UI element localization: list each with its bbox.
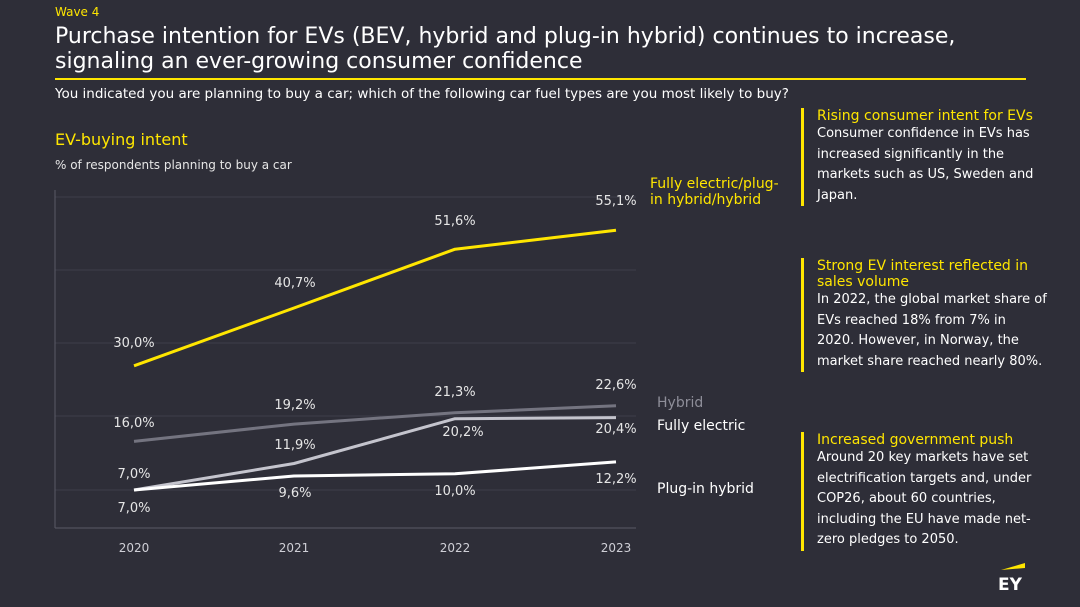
data-label-total-ev: 51,6% xyxy=(434,214,475,229)
x-tick-label: 2022 xyxy=(440,541,471,555)
data-label-plug-in-hybrid: 9,6% xyxy=(278,486,311,501)
data-label-plug-in-hybrid: 10,0% xyxy=(434,484,475,499)
series-line-plug-in-hybrid xyxy=(133,460,617,492)
x-tick-label: 2023 xyxy=(601,541,632,555)
insight-panel-title: Increased government push xyxy=(817,432,1014,448)
insight-panel-text: Around 20 key markets have set electrifi… xyxy=(817,450,1032,547)
ey-logo-text: EY xyxy=(998,575,1023,593)
data-label-fully-electric: 20,4% xyxy=(595,422,636,437)
wave-label: Wave 4 xyxy=(55,5,100,19)
data-label-total-ev: 30,0% xyxy=(113,336,154,351)
ey-logo: EY xyxy=(998,563,1025,593)
ev-intent-line-chart: 30,0% 40,7% 51,6% 55,1% 16,0% 19,2% 21,3% 22,6%… xyxy=(54,176,779,555)
survey-question: You indicated you are planning to buy a … xyxy=(55,86,789,102)
chart-title: EV-buying intent xyxy=(55,130,188,149)
data-label-total-ev: 55,1% xyxy=(595,194,636,209)
insight-panel-title: Strong EV interest reflected in sales vo… xyxy=(817,258,1029,290)
data-label-fully-electric: 11,9% xyxy=(274,438,315,453)
series-line-hybrid xyxy=(133,404,617,443)
series-line-total-ev xyxy=(133,228,617,368)
x-tick-label: 2021 xyxy=(279,541,310,555)
title-divider xyxy=(55,78,1026,80)
data-label-total-ev: 40,7% xyxy=(274,276,315,291)
data-label-hybrid: 19,2% xyxy=(274,398,315,413)
data-label-hybrid: 22,6% xyxy=(595,378,636,393)
data-label-fully-electric: 7,0% xyxy=(117,467,150,482)
series-line-fully-electric xyxy=(133,416,617,492)
insight-panel-consumer-intent: Rising consumer intent for EVs Consumer … xyxy=(801,108,1047,206)
insight-panel-sales-volume: Strong EV interest reflected in sales vo… xyxy=(801,258,1047,372)
ey-logo-beam xyxy=(1001,563,1025,570)
series-label-total-ev: Fully electric/plug-in hybrid/hybrid xyxy=(650,176,779,208)
series-label-plug-in-hybrid: Plug-in hybrid xyxy=(657,481,754,497)
x-tick-label: 2020 xyxy=(119,541,150,555)
data-label-fully-electric: 20,2% xyxy=(442,425,483,440)
data-label-hybrid: 21,3% xyxy=(434,385,475,400)
insight-panel-government-push: Increased government push Around 20 key … xyxy=(801,432,1047,551)
data-label-plug-in-hybrid: 7,0% xyxy=(117,501,150,516)
page-title: Purchase intention for EVs (BEV, hybrid … xyxy=(55,24,956,74)
data-label-plug-in-hybrid: 12,2% xyxy=(595,472,636,487)
data-label-hybrid: 16,0% xyxy=(113,416,154,431)
series-label-hybrid: Hybrid xyxy=(657,395,703,411)
insight-panel-text: In 2022, the global market share of EVs … xyxy=(817,292,1047,369)
insight-panel-title: Rising consumer intent for EVs xyxy=(817,108,1033,124)
insight-panel-text: Consumer confidence in EVs has increased… xyxy=(817,126,1034,203)
chart-subtitle: % of respondents planning to buy a car xyxy=(55,158,292,172)
series-label-fully-electric: Fully electric xyxy=(657,418,745,434)
